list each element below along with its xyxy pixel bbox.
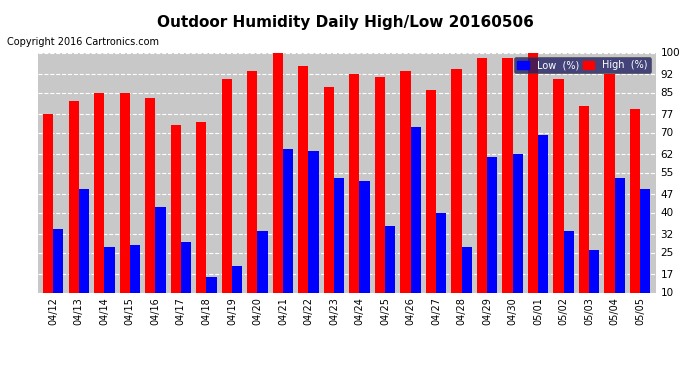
Bar [206,276,217,319]
Bar [553,79,564,319]
Bar [564,231,574,319]
Bar [232,266,242,319]
Bar [155,207,166,319]
Bar [538,135,549,319]
Bar [375,76,385,319]
Bar [257,231,268,319]
Bar [130,244,140,319]
Legend: Low  (%), High  (%): Low (%), High (%) [514,57,651,73]
Bar [477,58,487,319]
Bar [426,90,436,319]
Bar [579,106,589,319]
Bar [334,178,344,319]
Bar [170,124,181,319]
Bar [181,242,191,319]
Bar [589,250,600,319]
Bar [221,79,232,319]
Bar [385,226,395,319]
Bar [411,127,421,319]
Bar [298,66,308,319]
Bar [349,74,359,319]
Bar [68,100,79,319]
Bar [462,247,472,319]
Bar [273,53,283,319]
Bar [436,213,446,319]
Text: Outdoor Humidity Daily High/Low 20160506: Outdoor Humidity Daily High/Low 20160506 [157,15,533,30]
Bar [145,98,155,319]
Bar [94,93,104,319]
Text: Copyright 2016 Cartronics.com: Copyright 2016 Cartronics.com [7,37,159,47]
Bar [630,108,640,319]
Bar [604,74,615,319]
Bar [43,114,53,319]
Bar [308,151,319,319]
Bar [359,180,370,319]
Bar [615,178,625,319]
Bar [487,156,497,319]
Bar [247,71,257,319]
Bar [640,189,651,319]
Bar [53,228,63,319]
Bar [283,148,293,319]
Bar [119,93,130,319]
Bar [79,189,89,319]
Bar [528,53,538,319]
Bar [513,154,523,319]
Bar [196,122,206,319]
Bar [104,247,115,319]
Bar [502,58,513,319]
Bar [400,71,411,319]
Bar [451,69,462,319]
Bar [324,87,334,319]
